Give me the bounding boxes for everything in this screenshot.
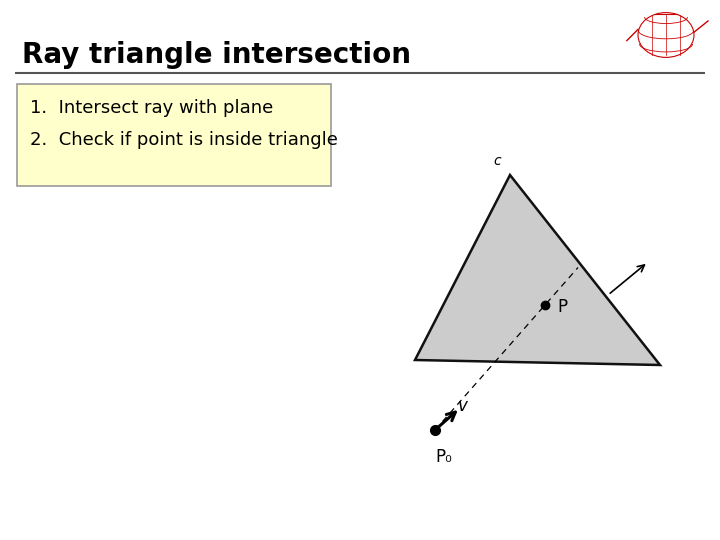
Text: c: c [493,154,501,168]
Text: P: P [557,298,567,316]
Text: v: v [458,397,468,415]
FancyBboxPatch shape [17,84,331,186]
Polygon shape [415,175,660,365]
Text: Ray triangle intersection: Ray triangle intersection [22,41,411,69]
Text: 1.  Intersect ray with plane: 1. Intersect ray with plane [30,99,274,117]
Text: 2.  Check if point is inside triangle: 2. Check if point is inside triangle [30,131,338,149]
Text: P₀: P₀ [435,448,452,466]
